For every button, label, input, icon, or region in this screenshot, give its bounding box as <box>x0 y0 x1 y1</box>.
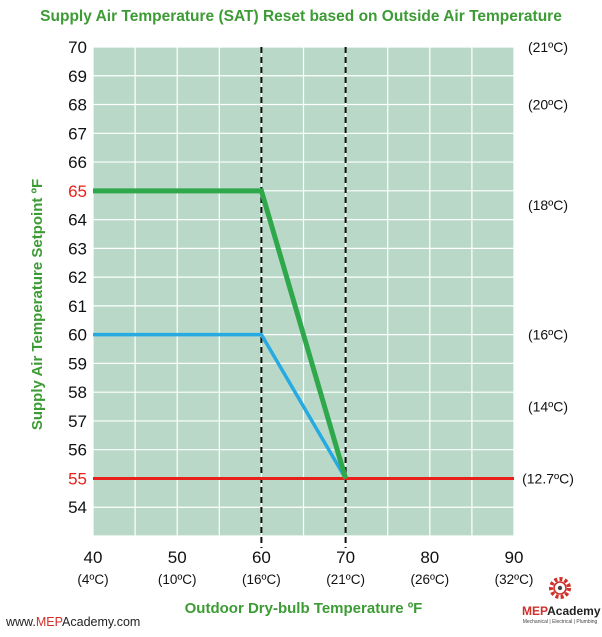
right-axis-label: (16ºC) <box>528 327 568 343</box>
x-tick-sublabel: (32ºC) <box>495 572 534 587</box>
y-tick-label: 68 <box>68 96 87 115</box>
right-axis-label: (20ºC) <box>528 97 568 113</box>
logo-tagline: Mechanical | Electrical | Plumbing <box>522 619 598 625</box>
y-tick-label: 60 <box>68 326 87 345</box>
x-axis-title: Outdoor Dry-bulb Temperature ºF <box>185 600 423 617</box>
x-tick-label: 70 <box>336 548 355 567</box>
y-tick-label: 59 <box>68 354 87 373</box>
y-tick-label: 56 <box>68 441 87 460</box>
y-tick-label: 70 <box>68 38 87 57</box>
x-tick-sublabel: (21ºC) <box>326 572 365 587</box>
chart-title: Supply Air Temperature (SAT) Reset based… <box>40 8 562 25</box>
y-tick-label: 54 <box>68 498 87 517</box>
y-tick-label: 65 <box>68 182 87 201</box>
x-tick-sublabel: (26ºC) <box>410 572 449 587</box>
mep-academy-logo: MEPAcademy Mechanical | Electrical | Plu… <box>522 574 601 632</box>
y-tick-label: 62 <box>68 268 87 287</box>
x-tick-label: 90 <box>505 548 524 567</box>
website-suffix: Academy.com <box>62 615 141 629</box>
website-highlight: MEP <box>35 615 63 629</box>
x-tick-sublabel: (10ºC) <box>158 572 197 587</box>
logo-text: MEPAcademy <box>522 604 601 618</box>
x-tick-sublabel: (4ºC) <box>77 572 108 587</box>
x-tick-label: 40 <box>84 548 103 567</box>
y-tick-label: 57 <box>68 412 87 431</box>
x-tick-sublabel: (16ºC) <box>242 572 281 587</box>
series-line-1 <box>93 332 348 480</box>
x-tick-label: 60 <box>252 548 271 567</box>
y-tick-label: 63 <box>68 239 87 258</box>
gear-icon <box>549 577 571 599</box>
y-tick-label: 64 <box>68 211 87 230</box>
y-tick-label: 55 <box>68 469 87 488</box>
y-tick-label: 66 <box>68 153 87 172</box>
y-tick-label: 61 <box>68 297 87 316</box>
website-link[interactable]: www.MEPAcademy.com <box>6 615 140 629</box>
right-axis-label: (12.7ºC) <box>522 470 574 486</box>
website-prefix: www. <box>6 615 36 629</box>
series-line-0 <box>93 188 348 480</box>
y-axis-title: Supply Air Temperature Setpoint ºF <box>29 179 46 430</box>
right-axis-label: (14ºC) <box>528 399 568 415</box>
y-tick-label: 69 <box>68 67 87 86</box>
x-tick-label: 80 <box>420 548 439 567</box>
x-tick-label: 50 <box>168 548 187 567</box>
right-axis-label: (21ºC) <box>528 39 568 55</box>
y-tick-label: 58 <box>68 383 87 402</box>
right-axis-label: (18ºC) <box>528 197 568 213</box>
y-tick-label: 67 <box>68 124 87 143</box>
